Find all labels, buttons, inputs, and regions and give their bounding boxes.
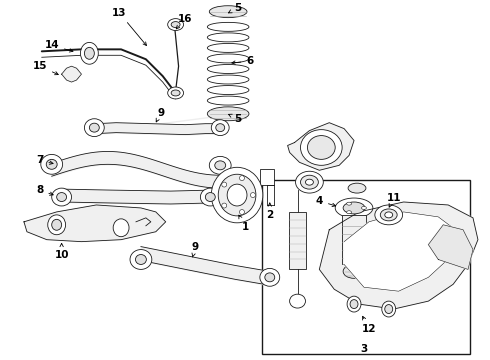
Text: 14: 14 — [45, 40, 73, 52]
Ellipse shape — [222, 203, 227, 208]
Ellipse shape — [260, 269, 280, 286]
Ellipse shape — [171, 90, 180, 96]
Text: 10: 10 — [54, 243, 69, 260]
Text: 15: 15 — [32, 61, 58, 75]
Ellipse shape — [343, 265, 365, 278]
Ellipse shape — [295, 171, 323, 193]
Polygon shape — [344, 212, 458, 291]
Ellipse shape — [346, 202, 351, 205]
Ellipse shape — [135, 255, 147, 265]
Ellipse shape — [348, 183, 366, 193]
Ellipse shape — [80, 42, 98, 64]
Text: 6: 6 — [232, 56, 254, 66]
Ellipse shape — [250, 193, 255, 198]
Polygon shape — [288, 123, 354, 170]
Ellipse shape — [382, 301, 395, 317]
Ellipse shape — [52, 188, 72, 206]
Ellipse shape — [130, 249, 152, 269]
Ellipse shape — [335, 198, 373, 218]
Ellipse shape — [113, 219, 129, 237]
Ellipse shape — [343, 202, 365, 214]
Text: 5: 5 — [228, 114, 242, 124]
Ellipse shape — [200, 188, 220, 206]
Text: 13: 13 — [112, 8, 147, 45]
Text: 3: 3 — [360, 344, 368, 354]
Ellipse shape — [48, 215, 66, 235]
Text: 8: 8 — [36, 185, 53, 195]
Ellipse shape — [347, 296, 361, 312]
Ellipse shape — [207, 107, 249, 121]
Ellipse shape — [215, 161, 226, 170]
Ellipse shape — [211, 167, 263, 223]
Ellipse shape — [46, 159, 57, 169]
Ellipse shape — [205, 193, 215, 202]
Text: 16: 16 — [176, 14, 193, 29]
Ellipse shape — [168, 87, 184, 99]
Ellipse shape — [300, 175, 318, 189]
Polygon shape — [319, 202, 478, 309]
Text: 2: 2 — [266, 203, 273, 220]
Ellipse shape — [307, 136, 335, 159]
Polygon shape — [428, 225, 473, 269]
Ellipse shape — [84, 119, 104, 136]
Ellipse shape — [216, 124, 225, 132]
Ellipse shape — [305, 179, 314, 185]
Ellipse shape — [218, 174, 256, 216]
Ellipse shape — [385, 305, 392, 314]
Ellipse shape — [346, 211, 351, 214]
Ellipse shape — [168, 19, 184, 31]
Text: 12: 12 — [362, 316, 376, 334]
Text: 5: 5 — [228, 3, 242, 13]
Text: 11: 11 — [387, 193, 401, 207]
Ellipse shape — [64, 67, 79, 81]
Bar — [260, 169, 274, 185]
Ellipse shape — [380, 209, 397, 221]
Ellipse shape — [385, 212, 392, 218]
Ellipse shape — [84, 48, 95, 59]
Ellipse shape — [211, 120, 229, 136]
Text: 1: 1 — [239, 215, 248, 232]
Ellipse shape — [265, 273, 275, 282]
Ellipse shape — [89, 123, 99, 132]
Ellipse shape — [222, 182, 227, 187]
Bar — [262, 180, 470, 354]
Ellipse shape — [362, 206, 367, 210]
Ellipse shape — [209, 6, 247, 18]
Ellipse shape — [52, 219, 62, 230]
Ellipse shape — [375, 205, 403, 225]
Ellipse shape — [209, 156, 231, 174]
Ellipse shape — [227, 184, 247, 206]
Ellipse shape — [300, 130, 342, 165]
Text: 4: 4 — [316, 196, 336, 207]
Ellipse shape — [57, 193, 67, 202]
Ellipse shape — [240, 210, 245, 215]
Text: 7: 7 — [36, 156, 53, 165]
Bar — [289, 212, 306, 269]
Bar — [342, 215, 366, 265]
Polygon shape — [62, 66, 81, 82]
Ellipse shape — [171, 22, 180, 28]
Text: 9: 9 — [192, 242, 199, 257]
Text: 9: 9 — [156, 108, 164, 122]
Ellipse shape — [240, 176, 245, 181]
Ellipse shape — [350, 300, 358, 309]
Ellipse shape — [290, 294, 305, 308]
Ellipse shape — [41, 154, 63, 174]
Polygon shape — [24, 205, 166, 242]
